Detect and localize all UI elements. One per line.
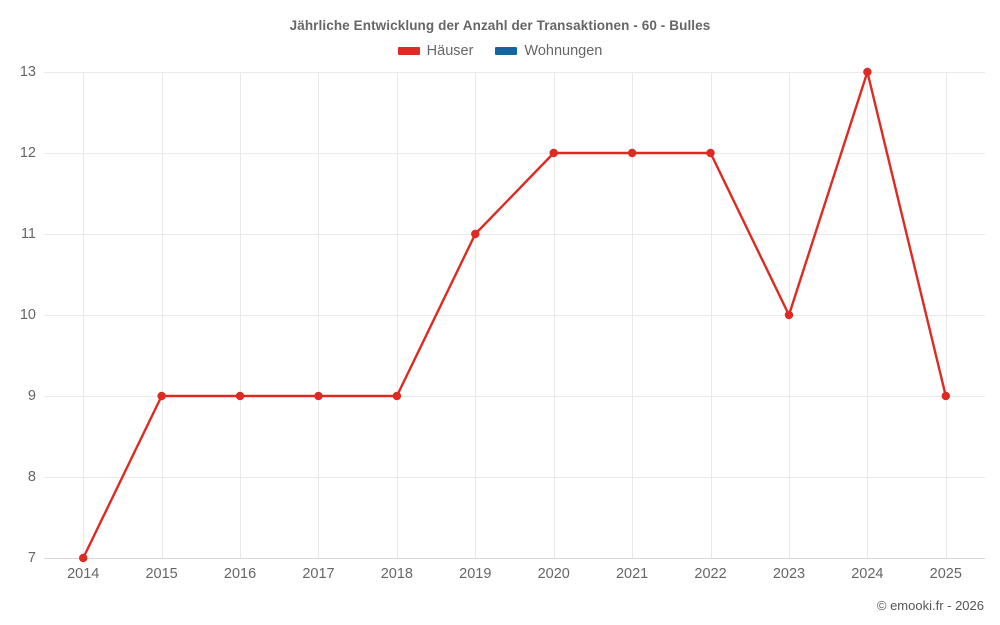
legend-swatch-hauser (397, 47, 420, 56)
data-point (392, 391, 402, 401)
x-axis-tick-label: 2022 (694, 566, 727, 582)
chart-title: Jährliche Entwicklung der Anzahl der Tra… (289, 18, 711, 33)
x-axis-tick-label: 2021 (615, 566, 649, 582)
x-axis-tick-label: 2015 (145, 566, 178, 582)
data-point (863, 67, 872, 77)
x-axis-tick-label: 2025 (929, 566, 962, 582)
x-axis-tick-label: 2023 (772, 566, 806, 582)
data-point (157, 391, 166, 401)
data-point (471, 229, 480, 239)
chart-series-layer (79, 67, 950, 563)
y-axis-tick-label: 12 (19, 145, 36, 161)
series-line-häuser (82, 70, 947, 560)
chart-gridlines (44, 72, 985, 559)
y-axis-tick-labels: 7 8 9 10 11 12 13 (0, 64, 36, 566)
x-axis-tick-label: 2019 (459, 566, 492, 582)
x-axis-tick-label: 2020 (537, 566, 570, 582)
chart-legend: Häuser Wohnungen (0, 44, 1000, 59)
data-point (235, 391, 245, 401)
x-axis-tick-label: 2016 (223, 566, 257, 582)
chart-credit: © emooki.fr - 2026 (876, 598, 984, 613)
legend-item-hauser[interactable]: Häuser (397, 43, 474, 59)
x-axis-tick-label: 2014 (67, 566, 100, 582)
y-axis-tick-label: 8 (27, 469, 36, 485)
data-point (79, 553, 88, 563)
legend-label-wohnungen: Wohnungen (524, 43, 603, 59)
plot-area (44, 67, 985, 563)
data-point (706, 148, 715, 158)
y-axis-tick-label: 9 (27, 388, 36, 404)
data-point (627, 148, 637, 158)
y-axis-tick-label: 7 (27, 550, 36, 566)
data-point (941, 391, 950, 401)
y-axis-tick-label: 10 (19, 307, 36, 323)
x-axis-tick-label: 2017 (302, 566, 335, 582)
y-axis-tick-label: 11 (20, 226, 36, 242)
data-point (784, 310, 794, 320)
x-axis-tick-label: 2024 (851, 566, 884, 582)
x-axis-tick-labels: 2014 2015 2016 2017 2018 2019 2020 2021 2022 2023… (44, 566, 985, 588)
data-point (549, 148, 558, 158)
legend-item-wohnungen[interactable]: Wohnungen (495, 44, 602, 59)
legend-swatch-wohnungen (495, 47, 518, 56)
data-point (314, 391, 323, 401)
x-axis-tick-label: 2018 (380, 566, 414, 582)
y-axis-tick-label: 13 (19, 64, 36, 80)
legend-label-hauser: Häuser (426, 43, 474, 59)
